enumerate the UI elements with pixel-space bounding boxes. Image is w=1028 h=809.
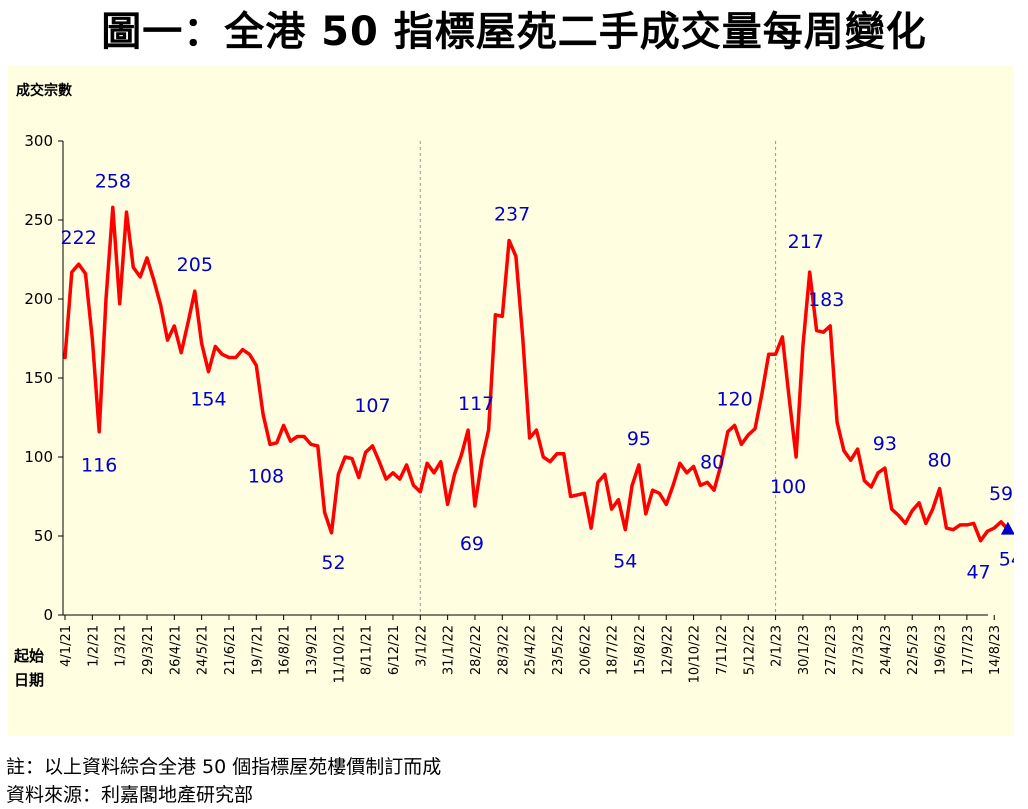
x-tick-label: 26/4/21 bbox=[168, 625, 183, 675]
year-dividers bbox=[419, 141, 777, 615]
data-label: 222 bbox=[61, 227, 97, 249]
footnote-methodology: 註：以上資料綜合全港 50 個指標屋苑樓價制訂而成 bbox=[6, 756, 442, 778]
data-label: 154 bbox=[190, 389, 226, 411]
x-tick-label: 27/2/23 bbox=[824, 625, 839, 675]
data-label: 52 bbox=[321, 552, 345, 574]
x-tick-label: 16/8/21 bbox=[278, 625, 293, 675]
data-label: 54 bbox=[613, 551, 637, 573]
x-tick-label: 1/3/21 bbox=[114, 625, 129, 667]
x-tick-label: 24/5/21 bbox=[196, 625, 211, 675]
x-tick-label: 3/1/22 bbox=[414, 625, 429, 667]
x-tick-label: 28/3/22 bbox=[496, 625, 511, 675]
x-tick-label: 6/12/21 bbox=[387, 625, 402, 675]
data-label: 95 bbox=[627, 428, 651, 450]
x-tick-label: 5/12/22 bbox=[742, 625, 757, 675]
data-labels: 222 258 116 205 154 108 52 107 117 69 237 54 95 80 120… bbox=[61, 170, 1014, 583]
x-tick-label: 13/9/21 bbox=[305, 625, 320, 675]
y-tick-label: 50 bbox=[34, 527, 53, 545]
x-tick-label: 30/1/23 bbox=[797, 625, 812, 675]
x-tick-label: 17/7/23 bbox=[961, 625, 976, 675]
data-label: 183 bbox=[808, 289, 844, 311]
data-label: 59 bbox=[989, 483, 1013, 505]
x-tick-label: 4/1/21 bbox=[59, 625, 74, 667]
data-label: 117 bbox=[458, 393, 494, 415]
data-label: 217 bbox=[788, 231, 824, 253]
data-label: 69 bbox=[460, 533, 484, 555]
series-line-group bbox=[63, 205, 1014, 543]
x-axis-label-part: 起始 bbox=[13, 647, 44, 665]
data-label: 120 bbox=[716, 388, 752, 410]
x-axis: 4/1/21 1/2/21 1/3/21 29/3/21 26/4/21 24/5/21 2… bbox=[59, 614, 1003, 683]
y-axis: 0 50 100 150 200 250 300 bbox=[24, 132, 64, 624]
x-tick-label: 31/1/22 bbox=[442, 625, 457, 675]
data-label: 100 bbox=[770, 476, 806, 498]
data-label: 258 bbox=[95, 170, 131, 192]
data-label: 107 bbox=[354, 395, 390, 417]
x-tick-label: 7/11/22 bbox=[715, 625, 730, 675]
x-tick-label: 19/7/21 bbox=[250, 625, 265, 675]
data-label: 116 bbox=[81, 455, 117, 477]
x-tick-label: 19/6/23 bbox=[934, 625, 949, 675]
chart-panel: 成交宗數 起始日期 0 50 100 150 200 250 300 4/1/21 1/2/2… bbox=[8, 66, 1014, 736]
data-label: 80 bbox=[927, 450, 951, 472]
series-line bbox=[63, 205, 1010, 543]
y-tick-label: 100 bbox=[24, 448, 53, 466]
x-tick-label: 28/2/22 bbox=[469, 625, 484, 675]
x-tick-label: 25/4/22 bbox=[524, 625, 539, 675]
x-tick-label: 8/11/21 bbox=[360, 625, 375, 675]
x-tick-label: 1/2/21 bbox=[86, 625, 101, 667]
y-tick-label: 150 bbox=[24, 369, 53, 387]
x-tick-label: 22/5/23 bbox=[906, 625, 921, 675]
last-point-marker bbox=[1000, 521, 1014, 535]
y-axis-label: 成交宗數 bbox=[16, 82, 72, 99]
chart-title: 圖一：全港 50 指標屋苑二手成交量每周變化 bbox=[101, 9, 927, 55]
x-tick-label: 24/4/23 bbox=[879, 625, 894, 675]
data-label: 237 bbox=[494, 204, 530, 226]
x-tick-label: 10/10/22 bbox=[688, 625, 703, 683]
y-tick-label: 0 bbox=[43, 606, 53, 624]
data-label: 205 bbox=[177, 254, 213, 276]
y-tick-label: 250 bbox=[24, 211, 53, 229]
footnote-source: 資料來源：利嘉閣地產研究部 bbox=[6, 784, 254, 806]
x-tick-label: 2/1/23 bbox=[770, 625, 785, 667]
x-tick-label: 21/6/21 bbox=[223, 625, 238, 675]
y-tick-label: 200 bbox=[24, 290, 53, 308]
data-label: 93 bbox=[873, 433, 897, 455]
data-label: 47 bbox=[966, 562, 990, 584]
x-axis-label-part: 日期 bbox=[14, 671, 44, 689]
x-tick-label: 29/3/21 bbox=[141, 625, 156, 675]
x-tick-label: 18/7/22 bbox=[606, 625, 621, 675]
x-tick-label: 14/8/23 bbox=[988, 625, 1003, 675]
x-tick-label: 15/8/22 bbox=[633, 625, 648, 675]
x-tick-label: 11/10/21 bbox=[332, 625, 347, 683]
x-tick-label: 27/3/23 bbox=[852, 625, 867, 675]
data-label: 108 bbox=[248, 465, 284, 487]
y-tick-label: 300 bbox=[24, 132, 53, 150]
data-label: 80 bbox=[700, 452, 724, 474]
x-tick-label: 12/9/22 bbox=[660, 625, 675, 675]
x-tick-label: 20/6/22 bbox=[578, 625, 593, 675]
data-label: 54 bbox=[999, 549, 1014, 571]
x-tick-label: 23/5/22 bbox=[551, 625, 566, 675]
